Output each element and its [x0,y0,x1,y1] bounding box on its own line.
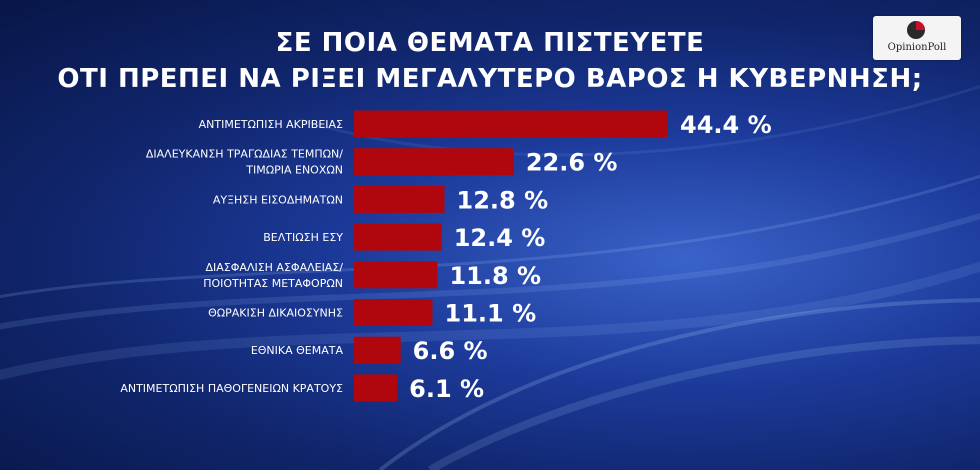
value-label-1: 44.4 % [680,111,772,139]
category-label-1: ΑΝΤΙΜΕΤΩΠΙΣΗ ΑΚΡΙΒΕΙΑΣ [199,118,343,131]
logo-text: OpinionPoll [887,42,947,53]
bar-8 [354,374,398,402]
bar-7 [354,336,401,364]
category-label-3: ΑΥΞΗΣΗ ΕΙΣΟΔΗΜΑΤΩΝ [213,193,343,206]
bar-4 [354,223,442,251]
bar-1 [354,110,668,138]
value-label-3: 12.8 % [457,186,549,214]
category-label-6: ΘΩΡΑΚΙΣΗ ΔΙΚΑΙΟΣΥΝΗΣ [208,307,343,320]
value-label-7: 6.6 % [413,337,488,365]
value-label-4: 12.4 % [454,224,546,252]
logo-circle-icon [907,21,925,39]
bar-5 [354,261,438,289]
value-label-5: 11.8 % [449,262,541,290]
chart-title-line-2: ΟΤΙ ΠΡΕΠΕΙ ΝΑ ΡΙΞΕΙ ΜΕΓΑΛΥΤΕΡΟ ΒΑΡΟΣ Η Κ… [57,64,923,94]
chart-title-line-1: ΣΕ ΠΟΙΑ ΘΕΜΑΤΑ ΠΙΣΤΕΥΕΤΕ [275,28,705,58]
category-label-7: ΕΘΝΙΚΑ ΘΕΜΑΤΑ [251,344,344,357]
category-label-2: ΔΙΑΛΕΥΚΑΝΣΗ ΤΡΑΓΩΔΙΑΣ ΤΕΜΠΩΝ/ΤΙΜΩΡΙΑ ΕΝΟ… [146,148,343,177]
category-label-5: ΔΙΑΣΦΑΛΙΣΗ ΑΣΦΑΛΕΙΑΣ/ΠΟΙΟΤΗΤΑΣ ΜΕΤΑΦΟΡΩΝ [203,261,343,290]
bar-3 [354,185,445,213]
value-label-2: 22.6 % [526,149,618,177]
bar-6 [354,299,433,326]
category-label-4: ΒΕΛΤΙΩΣΗ ΕΣΥ [263,231,343,244]
value-label-6: 11.1 % [445,300,537,328]
bar-2 [354,148,514,176]
value-label-8: 6.1 % [409,375,484,403]
opinionpoll-logo: OpinionPoll [873,16,961,60]
category-label-8: ΑΝΤΙΜΕΤΩΠΙΣΗ ΠΑΘΟΓΕΝΕΙΩΝ ΚΡΑΤΟΥΣ [120,382,343,395]
